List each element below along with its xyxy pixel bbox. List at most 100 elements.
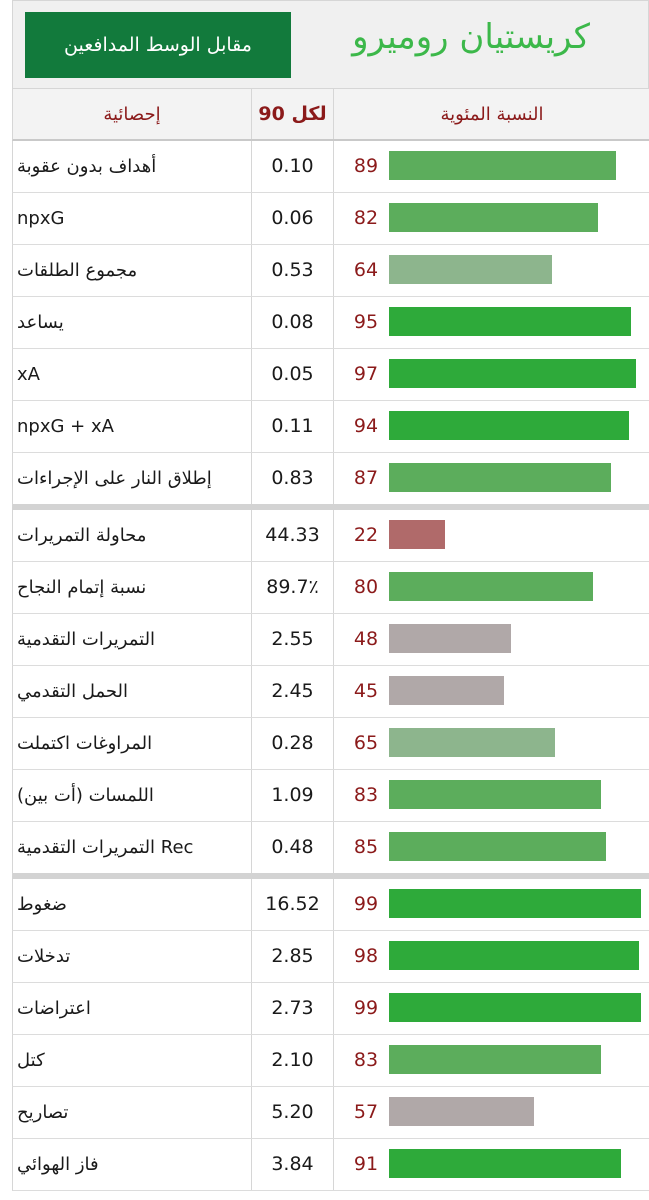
percentile-bar	[389, 676, 504, 705]
table-row: كتل 2.10 83	[12, 1035, 649, 1087]
percentile-bar	[389, 307, 631, 336]
percentile-bar	[389, 1045, 601, 1074]
percentile-value: 89	[353, 155, 379, 177]
column-header-stat: إحصائية	[103, 103, 161, 125]
per90-value: 0.08	[271, 311, 314, 333]
stat-label: الحمل التقدمي	[17, 680, 128, 702]
percentile-value: 45	[353, 680, 379, 702]
column-header-percentile: النسبة المئوية	[440, 103, 544, 125]
stat-label: مجموع الطلقات	[17, 259, 138, 281]
table-row: يساعد 0.08 95	[12, 297, 649, 349]
table-row: أهداف بدون عقوبة 0.10 89	[12, 141, 649, 193]
percentile-value: 22	[353, 524, 379, 546]
table-row: التمريرات التقدمية 2.55 48	[12, 614, 649, 666]
stat-label: npxG	[17, 207, 65, 229]
per90-value: 0.10	[271, 155, 314, 177]
per90-value: 1.09	[271, 784, 314, 806]
per90-value: 89.7٪	[266, 576, 319, 598]
per90-value: 0.06	[271, 207, 314, 229]
table-row: Rec التمريرات التقدمية 0.48 85	[12, 822, 649, 879]
stat-label: المراوغات اكتملت	[17, 732, 153, 754]
percentile-bar	[389, 203, 598, 232]
table-row: npxG + xA 0.11 94	[12, 401, 649, 453]
stat-label: فاز الهوائي	[17, 1153, 99, 1175]
stat-label: تصاريح	[17, 1101, 69, 1123]
percentile-value: 48	[353, 628, 379, 650]
percentile-bar	[389, 520, 445, 549]
column-header-row: إحصائية لكل 90 النسبة المئوية	[12, 89, 649, 141]
percentile-value: 82	[353, 207, 379, 229]
per90-value: 5.20	[271, 1101, 314, 1123]
percentile-value: 65	[353, 732, 379, 754]
percentile-bar	[389, 1149, 621, 1178]
stat-label: يساعد	[17, 311, 64, 333]
stats-table: إحصائية لكل 90 النسبة المئوية أهداف بدون…	[12, 89, 649, 1191]
percentile-value: 97	[353, 363, 379, 385]
stat-label: أهداف بدون عقوبة	[17, 155, 157, 177]
percentile-value: 95	[353, 311, 379, 333]
per90-value: 2.73	[271, 997, 314, 1019]
percentile-value: 99	[353, 997, 379, 1019]
comparison-group-button[interactable]: مقابل الوسط المدافعين	[25, 12, 291, 78]
per90-value: 0.05	[271, 363, 314, 385]
stat-label: اللمسات (أت بين)	[17, 784, 154, 806]
per90-value: 2.45	[271, 680, 314, 702]
column-header-per90: لكل 90	[258, 103, 327, 125]
percentile-bar	[389, 572, 593, 601]
percentile-value: 94	[353, 415, 379, 437]
stat-label: التمريرات التقدمية	[17, 628, 156, 650]
table-row: اعتراضات 2.73 99	[12, 983, 649, 1035]
table-row: npxG 0.06 82	[12, 193, 649, 245]
per90-value: 0.53	[271, 259, 314, 281]
per90-value: 16.52	[265, 893, 320, 915]
percentile-bar	[389, 624, 511, 653]
percentile-bar	[389, 941, 639, 970]
stat-label: إطلاق النار على الإجراءات	[17, 467, 212, 489]
percentile-bar	[389, 151, 616, 180]
table-row: مجموع الطلقات 0.53 64	[12, 245, 649, 297]
table-row: المراوغات اكتملت 0.28 65	[12, 718, 649, 770]
stat-label: كتل	[17, 1049, 45, 1071]
stat-label: Rec التمريرات التقدمية	[17, 836, 194, 858]
percentile-bar	[389, 780, 601, 809]
table-row: محاولة التمريرات 44.33 22	[12, 510, 649, 562]
percentile-bar	[389, 993, 641, 1022]
per90-value: 0.48	[271, 836, 314, 858]
percentile-value: 85	[353, 836, 379, 858]
percentile-bar	[389, 832, 606, 861]
table-row: تصاريح 5.20 57	[12, 1087, 649, 1139]
table-row: xA 0.05 97	[12, 349, 649, 401]
per90-value: 0.11	[271, 415, 314, 437]
percentile-value: 83	[353, 1049, 379, 1071]
table-row: تدخلات 2.85 98	[12, 931, 649, 983]
table-row: اللمسات (أت بين) 1.09 83	[12, 770, 649, 822]
stat-label: تدخلات	[17, 945, 71, 967]
stat-label: ضغوط	[17, 893, 67, 915]
per90-value: 44.33	[265, 524, 320, 546]
per90-value: 2.10	[271, 1049, 314, 1071]
percentile-bar	[389, 1097, 534, 1126]
per90-value: 2.55	[271, 628, 314, 650]
stat-label: اعتراضات	[17, 997, 91, 1019]
percentile-value: 64	[353, 259, 379, 281]
percentile-value: 83	[353, 784, 379, 806]
table-row: إطلاق النار على الإجراءات 0.83 87	[12, 453, 649, 510]
header: كريستيان روميرو مقابل الوسط المدافعين	[12, 0, 649, 89]
per90-value: 2.85	[271, 945, 314, 967]
percentile-bar	[389, 411, 629, 440]
stat-label: محاولة التمريرات	[17, 524, 147, 546]
per90-value: 0.28	[271, 732, 314, 754]
per90-value: 3.84	[271, 1153, 314, 1175]
stats-rows: أهداف بدون عقوبة 0.10 89 npxG 0.06 82 مجموع ال…	[12, 141, 649, 1191]
percentile-bar	[389, 359, 636, 388]
table-row: الحمل التقدمي 2.45 45	[12, 666, 649, 718]
percentile-value: 87	[353, 467, 379, 489]
table-row: نسبة إتمام النجاح 89.7٪ 80	[12, 562, 649, 614]
percentile-value: 57	[353, 1101, 379, 1123]
percentile-value: 80	[353, 576, 379, 598]
percentile-bar	[389, 463, 611, 492]
player-name: كريستيان روميرو	[352, 17, 590, 57]
percentile-value: 98	[353, 945, 379, 967]
stat-label: npxG + xA	[17, 415, 114, 437]
